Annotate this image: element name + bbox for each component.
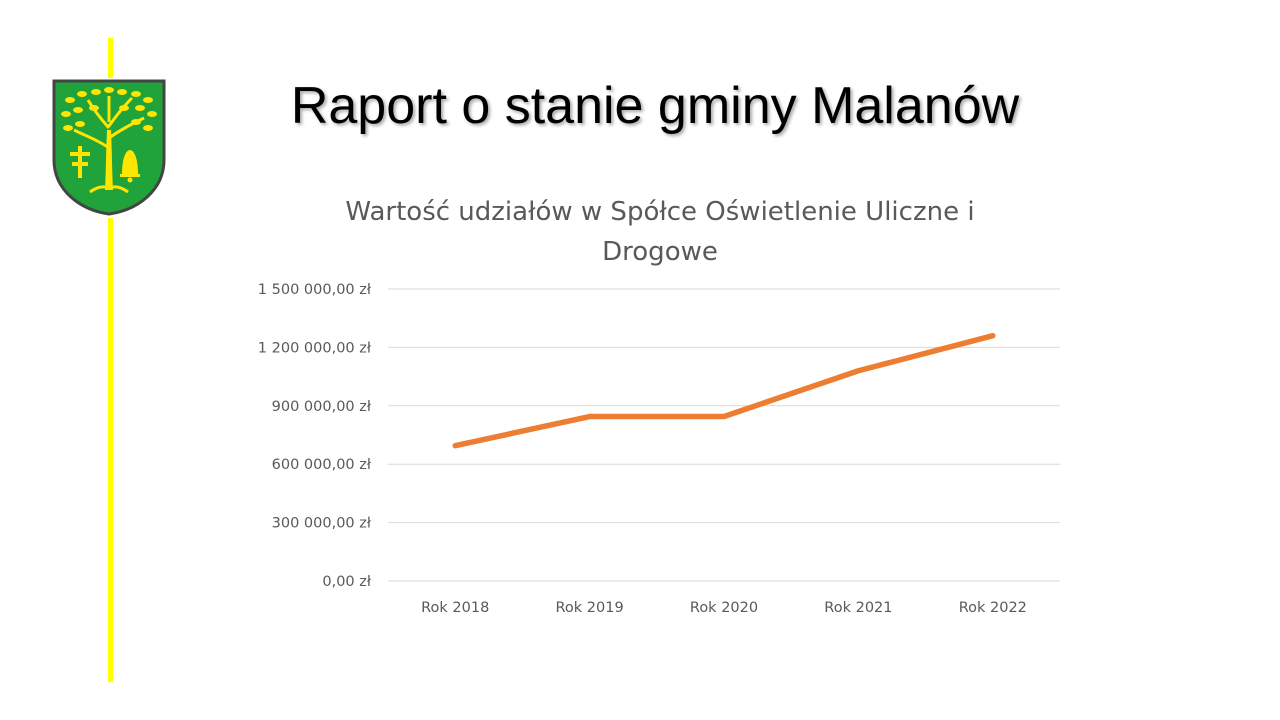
slide-title: Raport o stanie gminy Malanów	[290, 77, 1020, 135]
y-tick-label: 0,00 zł	[322, 574, 372, 590]
y-tick-label: 600 000,00 zł	[272, 457, 372, 473]
x-tick-label: Rok 2020	[690, 600, 758, 616]
chart-title: Wartość udziałów w Spółce Oświetlenie Ul…	[345, 197, 975, 267]
x-tick-label: Rok 2019	[555, 600, 623, 616]
y-tick-label: 1 500 000,00 zł	[258, 282, 372, 298]
y-tick-label: 900 000,00 zł	[272, 399, 372, 415]
x-tick-label: Rok 2021	[824, 600, 892, 616]
y-tick-label: 1 200 000,00 zł	[258, 340, 372, 356]
accent-vertical-line	[108, 38, 113, 682]
y-tick-label: 300 000,00 zł	[272, 516, 372, 532]
coat-of-arms-icon	[50, 78, 168, 218]
x-tick-label: Rok 2022	[959, 600, 1027, 616]
series-line	[452, 332, 996, 449]
x-tick-label: Rok 2018	[421, 600, 489, 616]
